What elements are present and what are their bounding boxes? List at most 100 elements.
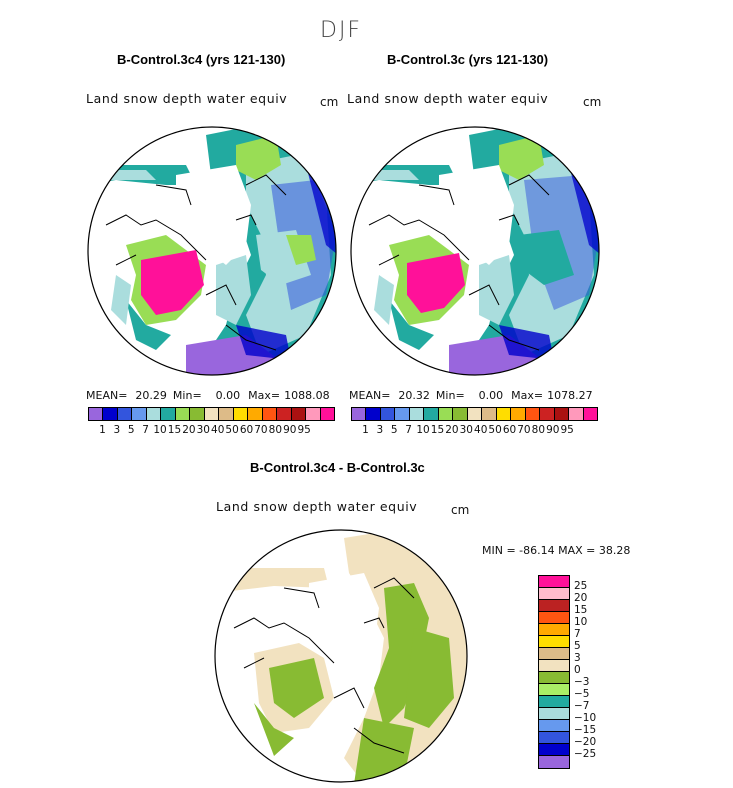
diff-colorbar-label: 25 xyxy=(574,580,588,592)
panel2-colorbar-label: 7 xyxy=(405,424,412,436)
panel1-colorbar-label: 95 xyxy=(297,424,311,436)
panel2-variable: Land snow depth water equiv xyxy=(347,91,549,106)
diff-colorbar-swatch xyxy=(539,588,569,600)
diff-title: B-Control.3c4 - B-Control.3c xyxy=(250,460,425,475)
panel2-colorbar-swatch xyxy=(409,408,425,420)
diff-map xyxy=(214,529,468,783)
panel2-colorbar-swatch xyxy=(554,408,570,420)
panel1-colorbar-label: 7 xyxy=(142,424,149,436)
panel2-colorbar-swatch xyxy=(540,408,555,420)
panel1-colorbar xyxy=(88,407,335,421)
panel1-colorbar-label: 10 xyxy=(153,424,167,436)
panel1-colorbar-label: 20 xyxy=(182,424,196,436)
diff-minmax: MIN = -86.14 MAX = 38.28 xyxy=(482,544,631,557)
diff-colorbar-label: 7 xyxy=(574,628,581,640)
diff-colorbar-label: −25 xyxy=(574,748,597,760)
panel1-colorbar-swatch xyxy=(262,408,278,420)
diff-colorbar-swatch xyxy=(539,600,569,612)
panel2-colorbar-swatch xyxy=(366,408,381,420)
panel2-colorbar-label: 40 xyxy=(474,424,488,436)
panel2-colorbar-label: 50 xyxy=(488,424,502,436)
panel1-colorbar-swatch xyxy=(204,408,220,420)
panel1-title: B-Control.3c4 (yrs 121-130) xyxy=(117,52,286,67)
panel2-colorbar-label: 10 xyxy=(416,424,430,436)
panel1-colorbar-label: 5 xyxy=(127,424,135,436)
panel2-colorbar-swatch xyxy=(525,408,541,420)
diff-colorbar-swatch xyxy=(539,708,569,720)
diff-colorbar-label: −10 xyxy=(574,712,597,724)
panel2-units: cm xyxy=(583,95,602,109)
panel1-colorbar-label: 60 xyxy=(239,424,254,436)
panel2-colorbar-label: 80 xyxy=(531,424,546,436)
panel1-colorbar-swatch xyxy=(219,408,234,420)
panel1-colorbar-swatch xyxy=(146,408,162,420)
panel2-stats: MEAN= 20.32 Min= 0.00 Max= 1078.27 xyxy=(349,389,593,402)
panel1-colorbar-label: 1 xyxy=(99,424,106,436)
panel1-colorbar-label: 15 xyxy=(167,424,182,436)
diff-colorbar-label: −20 xyxy=(574,736,597,748)
panel1-max: 1088.08 xyxy=(284,389,330,402)
panel1-colorbar-swatch xyxy=(306,408,321,420)
panel1-stats: MEAN= 20.29 Min= 0.00 Max= 1088.08 xyxy=(86,389,330,402)
panel2-min: 0.00 xyxy=(478,389,504,402)
panel1-colorbar-swatch xyxy=(233,408,249,420)
panel1-colorbar-swatch xyxy=(320,408,334,420)
panel1-colorbar-label: 70 xyxy=(254,424,268,436)
diff-colorbar-label: 10 xyxy=(574,616,588,628)
diff-colorbar-label: −7 xyxy=(574,700,590,712)
panel1-colorbar-swatch xyxy=(277,408,292,420)
panel1-colorbar-label: 40 xyxy=(211,424,225,436)
panel2-colorbar-label: 70 xyxy=(517,424,531,436)
diff-colorbar-swatch xyxy=(539,744,569,756)
panel1-colorbar-swatch xyxy=(132,408,147,420)
diff-colorbar-swatch xyxy=(539,624,569,636)
panel1-colorbar-swatch xyxy=(117,408,133,420)
panel1-colorbar-label: 90 xyxy=(283,424,297,436)
panel2-colorbar-label: 20 xyxy=(445,424,459,436)
panel2-colorbar-label: 1 xyxy=(362,424,369,436)
panel1-variable: Land snow depth water equiv xyxy=(86,91,288,106)
panel2-colorbar-swatch xyxy=(511,408,526,420)
panel1-colorbar-label: 80 xyxy=(268,424,283,436)
panel1-colorbar-labels: 1 3 5 7 10 15 20 30 40 50 60 70 80 90 95 xyxy=(88,424,333,438)
panel1-colorbar-label: 50 xyxy=(225,424,239,436)
diff-colorbar-label: −5 xyxy=(574,688,590,700)
diff-colorbar-label: −15 xyxy=(574,724,597,736)
panel2-map xyxy=(350,126,600,376)
panel2-colorbar-swatch xyxy=(569,408,584,420)
diff-units: cm xyxy=(451,503,470,517)
panel1-colorbar-swatch xyxy=(103,408,118,420)
diff-colorbar-swatch xyxy=(539,720,569,732)
diff-colorbar-label: 3 xyxy=(574,652,581,664)
panel2-colorbar-label: 5 xyxy=(390,424,398,436)
panel2-max: 1078.27 xyxy=(547,389,593,402)
diff-colorbar-label: −3 xyxy=(574,676,590,688)
diff-colorbar-label: 20 xyxy=(574,592,588,604)
panel2-colorbar-swatch xyxy=(496,408,512,420)
panel1-mean: 20.29 xyxy=(135,389,167,402)
panel2-colorbar-label: 60 xyxy=(502,424,517,436)
panel2-colorbar-label: 15 xyxy=(430,424,445,436)
diff-colorbar-swatch xyxy=(539,576,569,588)
diff-colorbar-swatch xyxy=(539,732,569,744)
diff-colorbar-label: 5 xyxy=(574,640,581,652)
diff-colorbar-swatch xyxy=(539,660,569,672)
panel2-colorbar-swatch xyxy=(352,408,367,420)
panel2-colorbar xyxy=(351,407,598,421)
panel2-colorbar-labels: 1 3 5 7 10 15 20 30 40 50 60 70 80 90 95 xyxy=(351,424,596,438)
panel1-colorbar-swatch xyxy=(89,408,104,420)
diff-colorbar-swatch xyxy=(539,684,569,696)
panel1-colorbar-swatch xyxy=(175,408,191,420)
panel2-colorbar-swatch xyxy=(453,408,468,420)
panel2-colorbar-swatch xyxy=(380,408,396,420)
diff-colorbar-swatch xyxy=(539,756,569,768)
diff-colorbar-label: 15 xyxy=(574,604,588,616)
season-title: DJF xyxy=(320,18,363,43)
diff-colorbar-swatch xyxy=(539,672,569,684)
panel2-colorbar-label: 95 xyxy=(560,424,574,436)
diff-colorbar-label: 0 xyxy=(574,664,581,676)
diff-colorbar-swatch xyxy=(539,636,569,648)
panel2-colorbar-swatch xyxy=(424,408,439,420)
panel1-colorbar-swatch xyxy=(248,408,263,420)
panel2-colorbar-swatch xyxy=(583,408,597,420)
